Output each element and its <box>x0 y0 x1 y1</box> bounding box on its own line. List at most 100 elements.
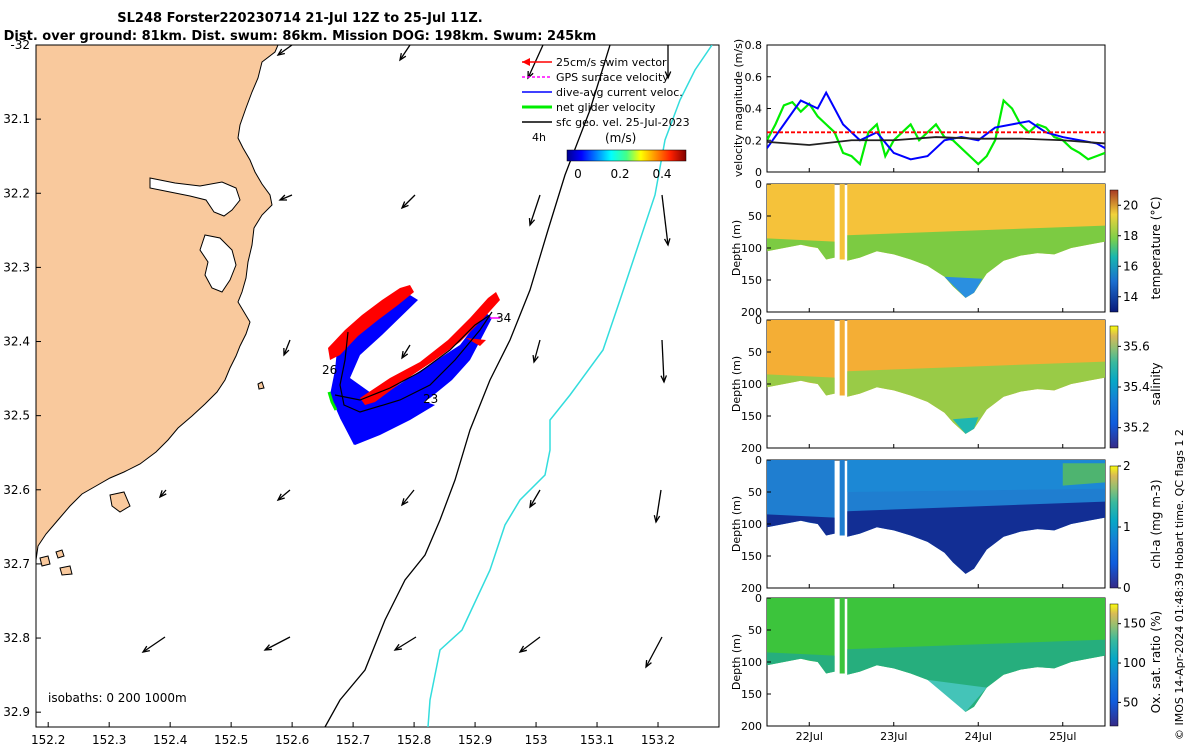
section-deep-layer <box>847 225 1105 298</box>
section-fill-mid <box>839 598 845 674</box>
colorbar-label: temperature (°C) <box>1149 197 1163 300</box>
colorbar-units: (m/s) <box>605 131 636 145</box>
section-fill-mid <box>839 320 845 396</box>
map-ytick-label: 32.6 <box>3 483 30 497</box>
colorbar-tick-2: 0.4 <box>652 167 671 181</box>
colorbar-tick-label: 16 <box>1123 259 1138 273</box>
section-deep-layer <box>847 639 1105 712</box>
legend-time-label: 4h <box>532 131 546 144</box>
map-legend: 25cm/s swim vector GPS surface velocity … <box>522 56 690 181</box>
section-ytick-label: 150 <box>741 274 762 287</box>
section-chl-bloom <box>1062 463 1105 486</box>
section-deep-layer-west <box>767 238 835 260</box>
sfc-geo-arrowhead <box>276 48 285 56</box>
map-xtick-label: 152.6 <box>275 733 309 747</box>
section-ytick-label: 50 <box>748 346 762 359</box>
sfc-geo-arrow <box>661 194 669 246</box>
sfc-geo-arrowhead <box>663 238 671 247</box>
section-colorbar <box>1109 603 1119 727</box>
sfc-geo-arrowhead <box>532 354 539 364</box>
colorbar-tick-label: 2 <box>1123 459 1131 473</box>
sfc-geo-arrow <box>401 344 411 359</box>
map-ytick-label: 32.8 <box>3 631 30 645</box>
section-colorbar <box>1109 189 1119 313</box>
section-ytick-label: 0 <box>755 454 762 467</box>
section-panel: 0 50 100 150 200 Depth (m) 0 1 2 chl-a (mg m-3) <box>730 454 1163 595</box>
map-xtick-label: 152.5 <box>214 733 248 747</box>
section-fresh-core <box>952 417 979 434</box>
glider-track-return <box>334 314 491 401</box>
map-ytick-label: -32 <box>10 38 30 52</box>
section-cold-core <box>944 276 983 298</box>
velocity-ytick-label: 0 <box>755 166 762 179</box>
time-tick-label: 23Jul <box>880 730 907 743</box>
sfc-geo-arrow <box>533 339 541 363</box>
sfc-geo-arrowhead <box>401 350 409 360</box>
section-ylabel: Depth (m) <box>730 356 743 412</box>
sfc-geo-arrow <box>277 489 291 501</box>
swim-vector-band-2 <box>360 292 500 405</box>
colorbar-tick-label: 14 <box>1123 290 1138 304</box>
sfc-geo-arrow <box>394 636 417 651</box>
sfc-geo-arrowhead <box>400 201 409 210</box>
section-deep-layer-west <box>767 514 835 536</box>
sfc-geo-arrowhead <box>263 644 273 651</box>
sfc-geo-arrow <box>279 194 293 201</box>
colorbar-tick-label: 35.2 <box>1123 421 1150 435</box>
section-ytick-label: 100 <box>741 656 762 669</box>
legend-label-net: net glider velocity <box>556 101 656 114</box>
sfc-geo-arrowhead <box>278 194 288 201</box>
coastline-land <box>36 45 279 561</box>
sfc-geo-arrow <box>529 489 541 508</box>
annotation-23: 23 <box>423 392 438 406</box>
velocity-panel: 0 0.2 0.4 0.6 0.8 velocity magnitude (m/s) <box>732 39 1106 179</box>
sfc-geo-arrowhead <box>393 643 403 651</box>
map-ytick-label: 32.3 <box>3 260 30 274</box>
sfc-geo-arrow <box>283 339 291 356</box>
isobath-1000m <box>324 45 611 727</box>
legend-label-swim: 25cm/s swim vector <box>556 56 667 69</box>
map-xtick-label: 153.1 <box>580 733 614 747</box>
map-xtick-label: 152.2 <box>31 733 65 747</box>
section-ytick-label: 200 <box>741 442 762 455</box>
annotation-26: 26 <box>322 363 337 377</box>
section-deep-layer-west <box>767 374 835 396</box>
section-deep-layer <box>847 501 1105 574</box>
sfc-geo-arrowhead <box>528 217 536 227</box>
legend-label-sfc: sfc geo. vel. 25-Jul-2023 <box>556 116 690 129</box>
map-xtick-label: 152.3 <box>92 733 126 747</box>
map-ytick-label: 32.1 <box>3 112 30 126</box>
track-cyan-line <box>427 45 713 727</box>
section-panel: 0 50 100 150 200 Depth (m) 14 16 18 20 temperature… <box>730 178 1163 319</box>
dive-avg-current-swath-1 <box>330 295 492 445</box>
sfc-geo-arrowhead <box>527 70 534 80</box>
sfc-geo-arrowhead <box>399 53 407 62</box>
section-ox-core <box>927 679 987 712</box>
section-ytick-label: 100 <box>741 518 762 531</box>
section-deep-layer <box>847 361 1105 434</box>
sfc-geo-arrowhead <box>660 375 668 384</box>
velocity-ytick-label: 0.2 <box>745 134 763 147</box>
copyright-note: © IMOS 14-Apr-2024 01:48:39 Hobart time.… <box>1173 429 1186 740</box>
sfc-geo-arrow <box>401 194 416 209</box>
map-x-ticks: 152.2 152.3 152.4 152.5 152.6 152.7 152.8 152.9… <box>31 722 675 747</box>
island-4 <box>59 565 73 576</box>
dive-avg-current-swath-2 <box>340 400 435 445</box>
sfc-geo-arrow <box>264 636 291 651</box>
section-ytick-label: 0 <box>755 178 762 191</box>
map-ytick-label: 32.2 <box>3 186 30 200</box>
glider-track <box>339 311 493 413</box>
colorbar-label: Ox. sat. ratio (%) <box>1149 611 1163 713</box>
sfc-geo-arrow <box>661 339 665 383</box>
colorbar-tick-label: 1 <box>1123 520 1131 534</box>
annotation-34: 34 <box>496 311 511 325</box>
sfc-geo-arrowhead <box>645 659 652 669</box>
sfc-geo-arrowhead <box>141 645 150 653</box>
section-deep-layer-west <box>767 652 835 674</box>
sfc-geo-arrowhead <box>518 645 527 654</box>
velocity-ylabel: velocity magnitude (m/s) <box>732 39 745 177</box>
map-ytick-label: 32.4 <box>3 335 30 349</box>
time-axis: 22Jul 23Jul 24Jul 25Jul <box>796 168 1076 743</box>
sfc-geo-arrowhead <box>529 499 537 509</box>
